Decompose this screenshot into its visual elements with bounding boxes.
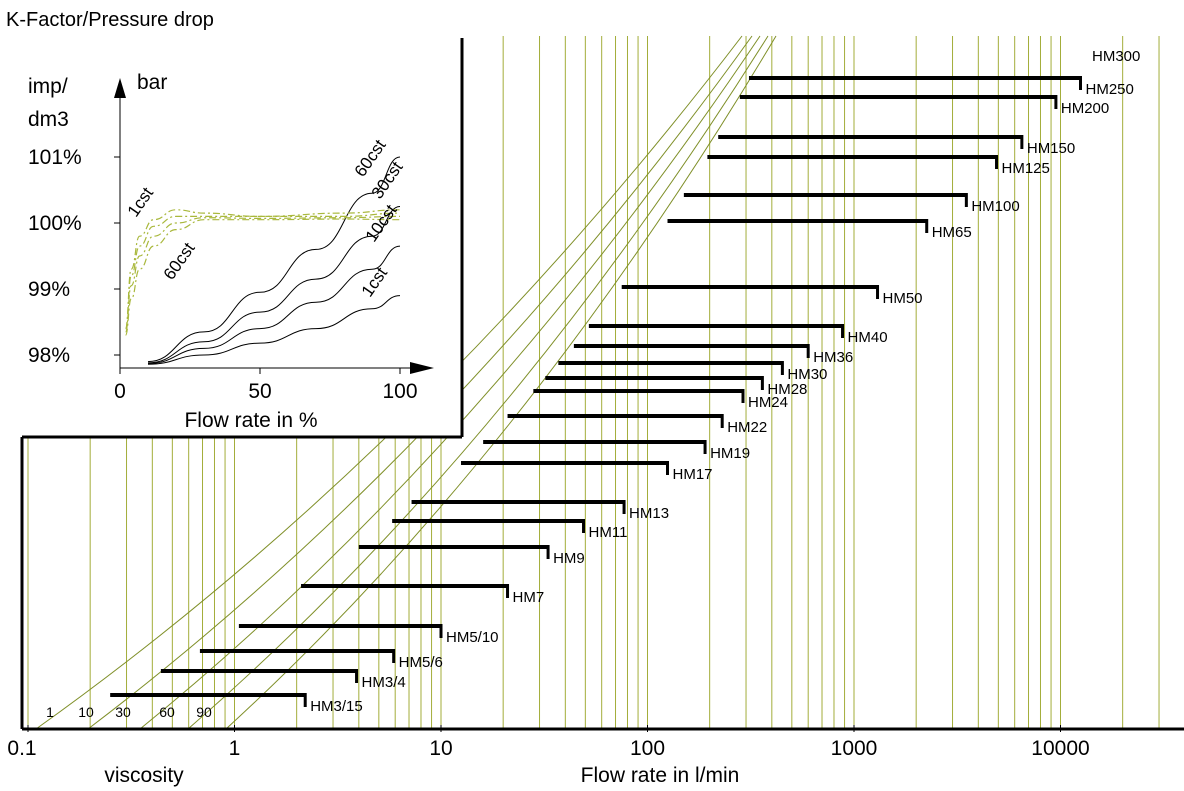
x-tick-label: 0.1 (7, 737, 36, 760)
meter-label: HM125 (1002, 160, 1050, 177)
meter-label: HM9 (553, 550, 585, 567)
viscosity-curve (139, 35, 761, 730)
meter-range-bars: HM300HM250HM200HM150HM125HM100HM65HM50HM… (110, 48, 1140, 715)
inset-right-axis-label: bar (137, 71, 167, 94)
inset-left-axis-label: imp/ (28, 75, 68, 98)
viscosity-label: 90 (196, 704, 212, 720)
meter-label: HM36 (813, 349, 853, 366)
meter-label: HM7 (513, 589, 545, 606)
inset-x-axis-title: Flow rate in % (184, 409, 317, 432)
meter-label: HM3/4 (362, 674, 406, 691)
pressure-curve (147, 156, 401, 363)
meter-label: HM250 (1086, 81, 1134, 98)
viscosity-label: 60 (159, 704, 175, 720)
inset-y-arrow (114, 78, 126, 98)
x-tick-label: 1 (229, 737, 241, 760)
meter-label: HM200 (1061, 100, 1109, 117)
meter-label: HM17 (673, 466, 713, 483)
x-axis-title: Flow rate in l/min (581, 764, 740, 787)
meter-label: HM5/10 (446, 629, 499, 646)
pressure-curve (147, 245, 401, 365)
meter-label: HM65 (932, 224, 972, 241)
inset-x-tick-label: 100 (382, 380, 417, 403)
pressure-curve (147, 206, 401, 364)
x-tick-label: 100 (630, 737, 665, 760)
k-factor-curve (125, 218, 401, 336)
inset-left-axis-label: dm3 (28, 108, 69, 131)
inset-y-tick-label: 100% (28, 212, 82, 235)
inset-y-tick-label: 101% (28, 146, 82, 169)
viscosity-curve (187, 35, 769, 730)
k-factor-curve (125, 209, 401, 330)
x-tick-label: 1000 (831, 737, 878, 760)
viscosity-label: 30 (115, 704, 131, 720)
viscosity-label: 1 (46, 704, 54, 720)
x-tick-label: 10000 (1031, 737, 1089, 760)
meter-label: HM100 (971, 198, 1019, 215)
meter-label: HM22 (727, 419, 767, 436)
meter-label: HM13 (629, 505, 669, 522)
viscosity-label: 10 (78, 704, 94, 720)
meter-label: HM40 (848, 329, 888, 346)
meter-label: HM28 (767, 381, 807, 398)
k-factor-curve (125, 212, 401, 330)
inset-x-tick-label: 50 (248, 380, 271, 403)
meter-label: HM50 (883, 290, 923, 307)
inset-x-arrow (410, 362, 434, 374)
main-axes: 0.1 1 10 100 1000 10000 1 10 30 60 90 (7, 437, 1184, 760)
meter-label: HM5/6 (399, 654, 443, 671)
meter-label: HM300 (1092, 48, 1140, 65)
meter-label: HM30 (787, 366, 827, 383)
inset-x-tick-label: 0 (114, 380, 126, 403)
pressure-curve (147, 295, 401, 365)
inset-y-tick-label: 99% (28, 278, 70, 301)
meter-label: HM150 (1027, 140, 1075, 157)
meter-label: HM11 (589, 524, 628, 541)
meter-label: HM19 (710, 445, 750, 462)
chart-title: K-Factor/Pressure drop (6, 9, 214, 31)
inset-y-tick-label: 98% (28, 344, 70, 367)
inset-background (22, 38, 462, 438)
meter-label: HM3/15 (310, 698, 363, 715)
viscosity-title: viscosity (104, 764, 184, 787)
vertical-gridlines (27, 36, 1160, 729)
meter-label: HM24 (748, 394, 788, 411)
x-tick-label: 10 (429, 737, 452, 760)
k-factor-curve (125, 215, 401, 333)
